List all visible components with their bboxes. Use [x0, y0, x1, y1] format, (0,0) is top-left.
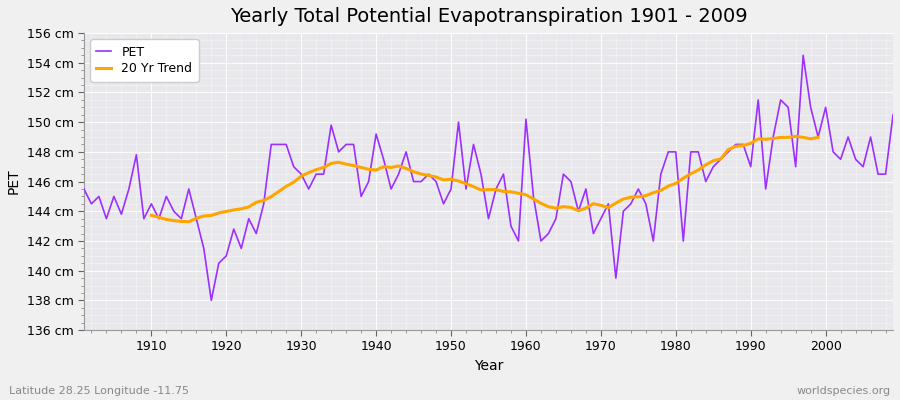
20 Yr Trend — [243, 204, 254, 209]
Text: Latitude 28.25 Longitude -11.75: Latitude 28.25 Longitude -11.75 — [9, 386, 189, 396]
20 Yr Trend — [618, 197, 629, 202]
20 Yr Trend — [797, 135, 808, 140]
PET — [520, 117, 531, 122]
PET — [310, 172, 321, 176]
PET — [618, 209, 629, 214]
20 Yr Trend — [707, 158, 718, 163]
PET — [528, 194, 539, 199]
20 Yr Trend — [184, 219, 194, 224]
Text: worldspecies.org: worldspecies.org — [796, 386, 891, 396]
20 Yr Trend — [356, 165, 366, 170]
PET — [887, 112, 898, 117]
Line: 20 Yr Trend: 20 Yr Trend — [151, 136, 818, 222]
X-axis label: Year: Year — [473, 359, 503, 373]
20 Yr Trend — [813, 135, 824, 140]
Title: Yearly Total Potential Evapotranspiration 1901 - 2009: Yearly Total Potential Evapotranspiratio… — [230, 7, 747, 26]
20 Yr Trend — [146, 213, 157, 218]
PET — [139, 216, 149, 221]
PET — [356, 194, 366, 199]
PET — [78, 186, 89, 191]
20 Yr Trend — [723, 147, 734, 152]
Y-axis label: PET: PET — [7, 169, 21, 194]
PET — [206, 298, 217, 303]
PET — [797, 53, 808, 58]
Legend: PET, 20 Yr Trend: PET, 20 Yr Trend — [90, 39, 199, 82]
Line: PET: PET — [84, 55, 893, 300]
20 Yr Trend — [790, 134, 801, 139]
